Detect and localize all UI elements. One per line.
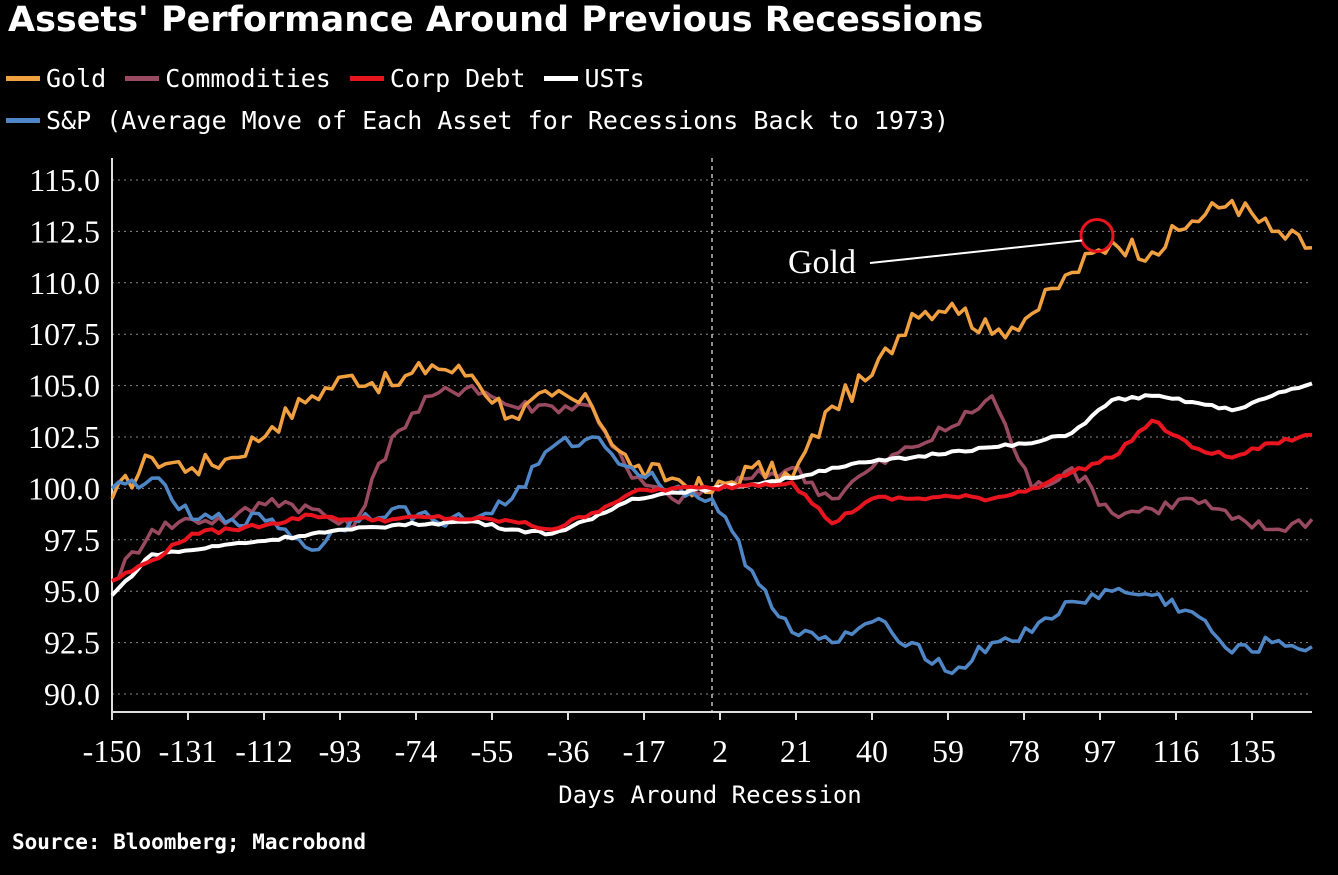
x-tick-label: 116 xyxy=(1153,733,1200,769)
y-tick-label: 100.0 xyxy=(28,470,100,506)
x-tick-label: -112 xyxy=(235,733,292,769)
y-tick-label: 107.5 xyxy=(28,316,100,352)
legend-item-gold: Gold xyxy=(6,64,106,93)
legend-label-corp-debt: Corp Debt xyxy=(389,64,526,93)
x-tick-label: -55 xyxy=(471,733,514,769)
legend-row-1: Gold Commodities Corp Debt USTs xyxy=(6,58,649,93)
legend-item-corp-debt: Corp Debt xyxy=(349,64,526,93)
legend-swatch-usts xyxy=(544,76,579,81)
x-tick-label: 78 xyxy=(1008,733,1040,769)
legend-swatch-commodities xyxy=(125,76,160,81)
series-line-s-p xyxy=(110,435,1313,676)
annotation-leader-line xyxy=(869,239,1083,264)
chart-title: Assets' Performance Around Previous Rece… xyxy=(8,0,984,40)
y-tick-label: 105.0 xyxy=(28,368,100,404)
x-tick-label: 97 xyxy=(1084,733,1116,769)
y-tick-label: 110.0 xyxy=(29,265,100,301)
x-tick-label: -131 xyxy=(159,733,218,769)
x-tick-label: 21 xyxy=(780,733,812,769)
legend-label-usts: USTs xyxy=(584,64,645,93)
x-tick-label: 2 xyxy=(712,733,728,769)
legend-label-gold: Gold xyxy=(46,64,107,93)
y-tick-label: 102.5 xyxy=(28,419,100,455)
legend-item-usts: USTs xyxy=(544,64,645,93)
x-axis-label: Days Around Recession xyxy=(558,781,861,809)
legend-item-sp: S&P (Average Move of Each Asset for Rece… xyxy=(6,106,949,135)
y-tick-label: 92.5 xyxy=(44,625,100,661)
legend-row-2: S&P (Average Move of Each Asset for Rece… xyxy=(6,100,953,135)
series-line-corp-debt xyxy=(111,418,1313,583)
y-tick-label: 95.0 xyxy=(44,573,100,609)
y-tick-label: 90.0 xyxy=(44,676,100,712)
legend-item-commodities: Commodities xyxy=(125,64,331,93)
legend-swatch-sp xyxy=(6,118,40,123)
legend-label-commodities: Commodities xyxy=(165,64,331,93)
x-tick-label: 59 xyxy=(932,733,964,769)
x-tick-label: -36 xyxy=(547,733,590,769)
x-tick-label: -93 xyxy=(319,733,362,769)
x-tick-label: -150 xyxy=(83,733,142,769)
x-tick-label: -17 xyxy=(623,733,666,769)
x-tick-label: 135 xyxy=(1228,733,1276,769)
x-tick-label: -74 xyxy=(395,733,438,769)
annotation-circle xyxy=(1079,218,1115,254)
legend-label-sp: S&P (Average Move of Each Asset for Rece… xyxy=(46,106,950,135)
x-tick-label: 40 xyxy=(856,733,888,769)
y-tick-label: 97.5 xyxy=(44,522,100,558)
source-note: Source: Bloomberg; Macrobond xyxy=(12,830,367,854)
annotation-label: Gold xyxy=(788,244,856,281)
series-line-gold xyxy=(110,198,1313,500)
y-tick-label: 115.0 xyxy=(29,162,100,198)
legend-swatch-gold xyxy=(6,76,40,81)
legend-swatch-corp-debt xyxy=(349,76,384,81)
y-tick-label: 112.5 xyxy=(29,213,100,249)
